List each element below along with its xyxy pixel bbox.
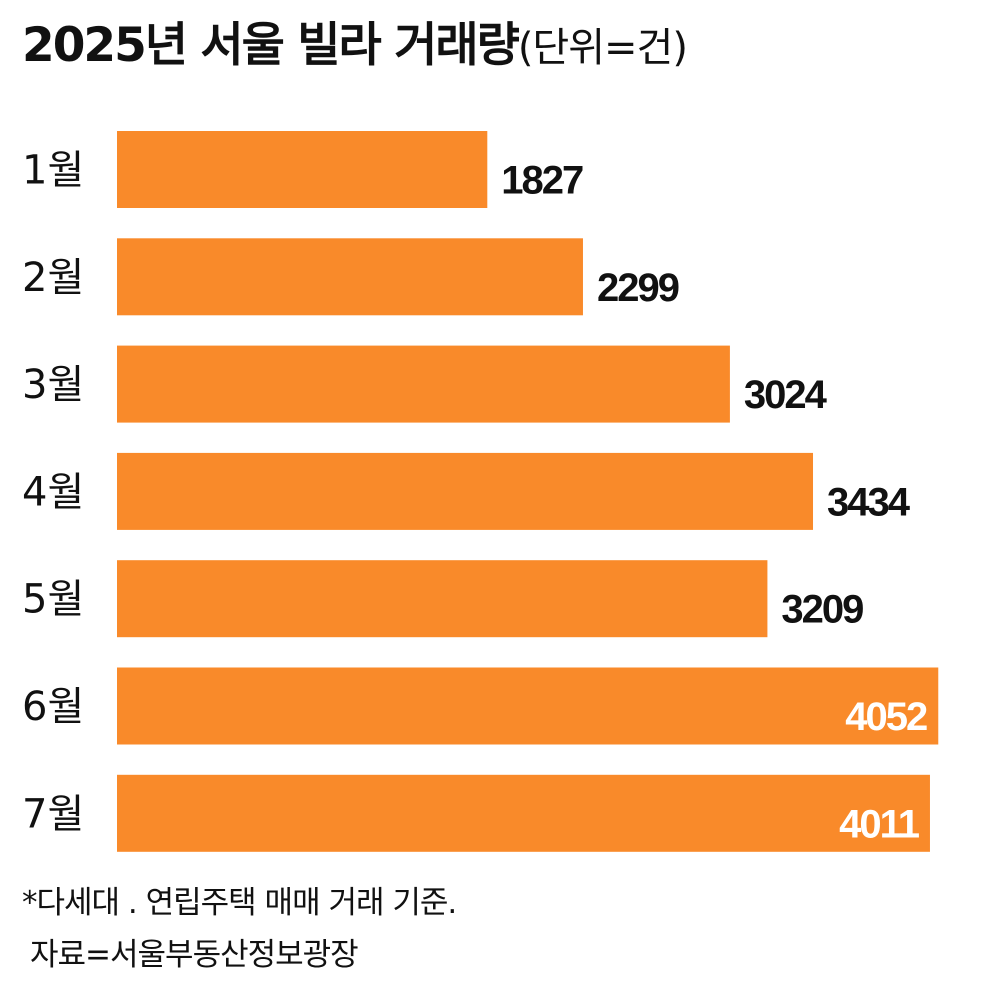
category-label: 5월 [22, 577, 84, 623]
category-label: 3월 [22, 362, 84, 408]
footnote: *다세대 . 연립주택 매매 거래 기준. [22, 885, 457, 921]
bar-chart: 1월 1827 2월 2299 3월 3024 4월 3434 5월 3209 6월 4052 7월 40… [22, 131, 939, 852]
value-label: 3434 [827, 480, 911, 524]
bar [117, 452, 814, 530]
bar [117, 560, 768, 638]
value-label: 4052 [845, 695, 927, 739]
category-label: 7월 [22, 791, 84, 837]
bar [117, 238, 583, 316]
value-label: 4011 [839, 802, 920, 846]
category-label: 1월 [22, 148, 84, 194]
bar [117, 774, 930, 852]
value-label: 3209 [781, 588, 863, 632]
category-label: 2월 [22, 255, 84, 301]
category-label: 6월 [22, 684, 84, 730]
chart-title-block: 2025년 서울 빌라 거래량(단위=건) [22, 22, 688, 71]
source-note: 자료=서울부동산정보광장 [30, 937, 359, 973]
value-label: 1827 [501, 159, 583, 203]
value-label: 2299 [597, 266, 679, 310]
chart-title: 2025년 서울 빌라 거래량 [22, 18, 520, 73]
unit-label: (단위=건) [517, 25, 688, 71]
category-label: 4월 [22, 469, 84, 515]
bar [117, 667, 939, 745]
bar [117, 131, 488, 208]
value-label: 3024 [744, 373, 828, 417]
bar [117, 345, 730, 423]
